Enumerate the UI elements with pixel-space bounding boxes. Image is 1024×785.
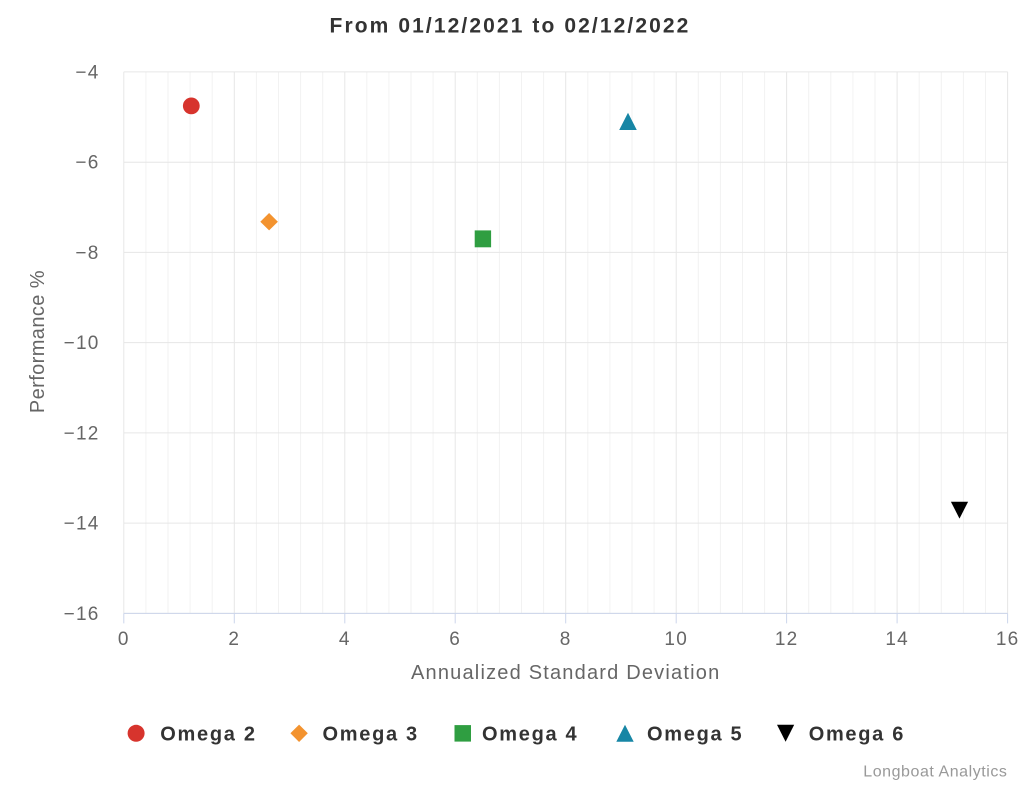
svg-text:−4: −4 xyxy=(75,62,99,83)
svg-text:6: 6 xyxy=(449,629,461,650)
svg-text:4: 4 xyxy=(339,629,351,650)
svg-text:−14: −14 xyxy=(64,514,100,535)
svg-text:From 01/12/2021 to 02/12/2022: From 01/12/2021 to 02/12/2022 xyxy=(330,15,691,38)
svg-text:Performance %: Performance % xyxy=(27,270,49,413)
svg-text:Omega 3: Omega 3 xyxy=(323,723,419,745)
svg-text:2: 2 xyxy=(228,629,240,650)
svg-text:−10: −10 xyxy=(64,333,100,354)
svg-text:Omega 2: Omega 2 xyxy=(160,723,256,745)
svg-text:−12: −12 xyxy=(64,423,100,444)
svg-text:0: 0 xyxy=(118,629,130,650)
svg-text:Annualized Standard Deviation: Annualized Standard Deviation xyxy=(411,662,720,684)
svg-text:Omega 4: Omega 4 xyxy=(482,723,578,745)
svg-text:Omega 5: Omega 5 xyxy=(647,723,743,745)
svg-text:Omega 6: Omega 6 xyxy=(809,723,905,745)
svg-text:12: 12 xyxy=(775,629,799,650)
svg-text:−8: −8 xyxy=(75,243,99,264)
svg-text:14: 14 xyxy=(885,629,909,650)
svg-text:10: 10 xyxy=(664,629,688,650)
svg-text:−6: −6 xyxy=(75,153,99,174)
svg-text:16: 16 xyxy=(996,629,1020,650)
svg-text:−16: −16 xyxy=(64,604,100,625)
svg-text:8: 8 xyxy=(560,629,572,650)
svg-text:Longboat Analytics: Longboat Analytics xyxy=(863,764,1007,781)
